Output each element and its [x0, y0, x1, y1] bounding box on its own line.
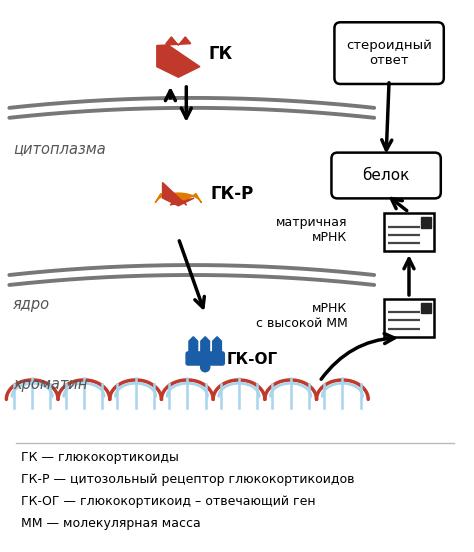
Text: матричная
мРНК: матричная мРНК	[276, 216, 347, 244]
Text: мРНК
с высокой ММ: мРНК с высокой ММ	[255, 302, 347, 330]
Circle shape	[201, 363, 210, 371]
Polygon shape	[189, 337, 198, 354]
Text: белок: белок	[363, 168, 410, 183]
Circle shape	[175, 212, 182, 219]
Polygon shape	[155, 193, 201, 204]
Bar	[421, 217, 431, 227]
Text: ГК-Р — цитозольный рецептор глюкокортикоидов: ГК-Р — цитозольный рецептор глюкокортико…	[21, 473, 355, 486]
Polygon shape	[201, 337, 210, 354]
FancyBboxPatch shape	[331, 152, 441, 198]
Polygon shape	[157, 37, 200, 77]
FancyBboxPatch shape	[186, 352, 224, 365]
Text: ядро: ядро	[13, 298, 50, 312]
Text: ГК: ГК	[208, 45, 232, 63]
Text: ГК-ОГ — глюкокортикоид – отвечающий ген: ГК-ОГ — глюкокортикоид – отвечающий ген	[21, 495, 316, 508]
Text: ММ — молекулярная масса: ММ — молекулярная масса	[21, 517, 201, 530]
FancyBboxPatch shape	[384, 299, 434, 337]
Bar	[421, 302, 431, 313]
FancyBboxPatch shape	[384, 213, 434, 251]
Text: ГК — глюкокортикоиды: ГК — глюкокортикоиды	[21, 451, 179, 464]
Text: цитоплазма: цитоплазма	[13, 141, 106, 156]
Polygon shape	[163, 183, 194, 206]
FancyBboxPatch shape	[335, 22, 444, 84]
Text: ГК-ОГ: ГК-ОГ	[227, 352, 278, 367]
Text: стероидный
ответ: стероидный ответ	[346, 39, 432, 67]
Text: ГК-Р: ГК-Р	[210, 185, 254, 204]
Text: хроматин: хроматин	[13, 377, 88, 392]
Polygon shape	[213, 337, 221, 354]
